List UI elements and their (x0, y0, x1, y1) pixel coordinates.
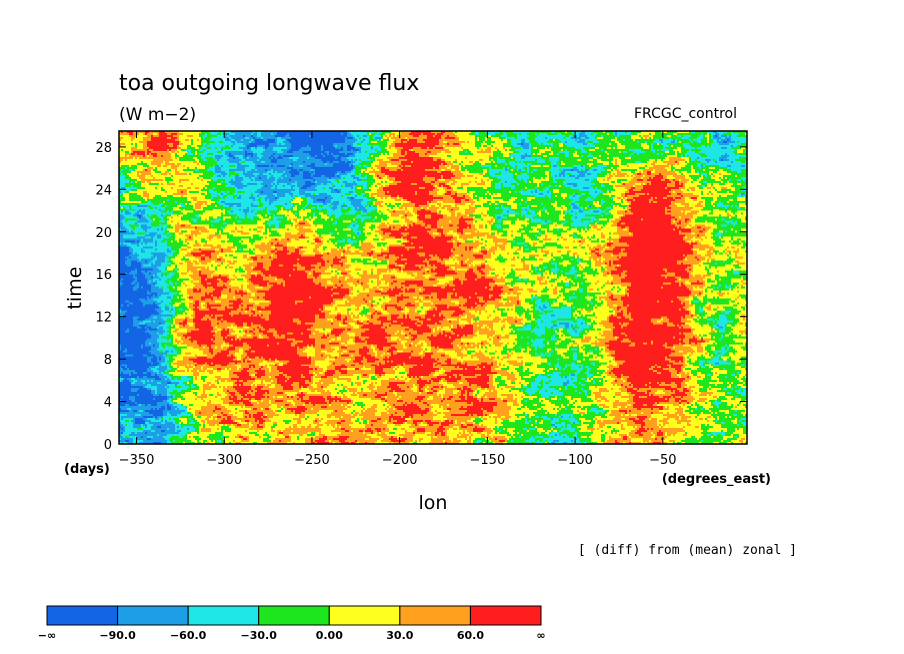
colorbar-swatch (187, 605, 260, 626)
y-tick-label: 12 (95, 311, 112, 326)
units-label: (W m−2) (119, 105, 196, 125)
x-tick-label: −50 (649, 453, 676, 468)
x-axis-label: lon (419, 492, 448, 514)
colorbar-swatch (258, 605, 330, 626)
colorbar-swatch (399, 605, 471, 626)
x-tick-label: −100 (557, 453, 593, 468)
colorbar-swatch (117, 605, 189, 626)
flux-field (119, 131, 747, 444)
dataset-label: FRCGC_control (634, 106, 737, 122)
x-tick-label: −250 (294, 453, 330, 468)
x-tick-label: −300 (206, 453, 242, 468)
x-tick-label: −200 (382, 453, 418, 468)
colorbar-swatch (469, 605, 542, 626)
colorbar-label: −30.0 (241, 629, 278, 642)
plot-area (118, 130, 748, 445)
y-tick-label: 8 (104, 353, 112, 368)
y-tick-label: 28 (95, 141, 112, 156)
colorbar: −∞ −90.0 −60.0 −30.0 0.00 30.0 60.0 ∞ (38, 605, 546, 642)
x-tick-label: −150 (470, 453, 506, 468)
colorbar-label: −90.0 (99, 629, 136, 642)
operation-note: [ (diff) from (mean) zonal ] (578, 543, 797, 558)
colorbar-label: −60.0 (170, 629, 207, 642)
colorbar-label: 0.00 (316, 629, 343, 642)
plot-frame (118, 130, 748, 445)
y-axis: 0 4 8 12 16 20 24 28 (95, 141, 747, 453)
y-units-label: (days) (64, 462, 110, 477)
colorbar-label: 60.0 (457, 629, 484, 642)
colorbar-label: −∞ (38, 629, 56, 642)
y-tick-label: 16 (95, 268, 112, 283)
x-units-label: (degrees_east) (662, 472, 771, 487)
x-tick-label: −350 (119, 453, 155, 468)
y-axis-label: time (64, 267, 86, 310)
colorbar-swatch (46, 605, 119, 626)
chart-title: toa outgoing longwave flux (119, 71, 419, 96)
y-tick-label: 24 (95, 183, 112, 198)
y-tick-label: 20 (95, 226, 112, 241)
colorbar-label: 30.0 (386, 629, 413, 642)
y-tick-label: 0 (104, 438, 112, 453)
x-axis: −350 −300 −250 −200 −150 −100 −50 (119, 131, 677, 468)
y-tick-label: 4 (104, 396, 112, 411)
colorbar-swatch (328, 605, 401, 626)
colorbar-label: ∞ (536, 629, 545, 642)
